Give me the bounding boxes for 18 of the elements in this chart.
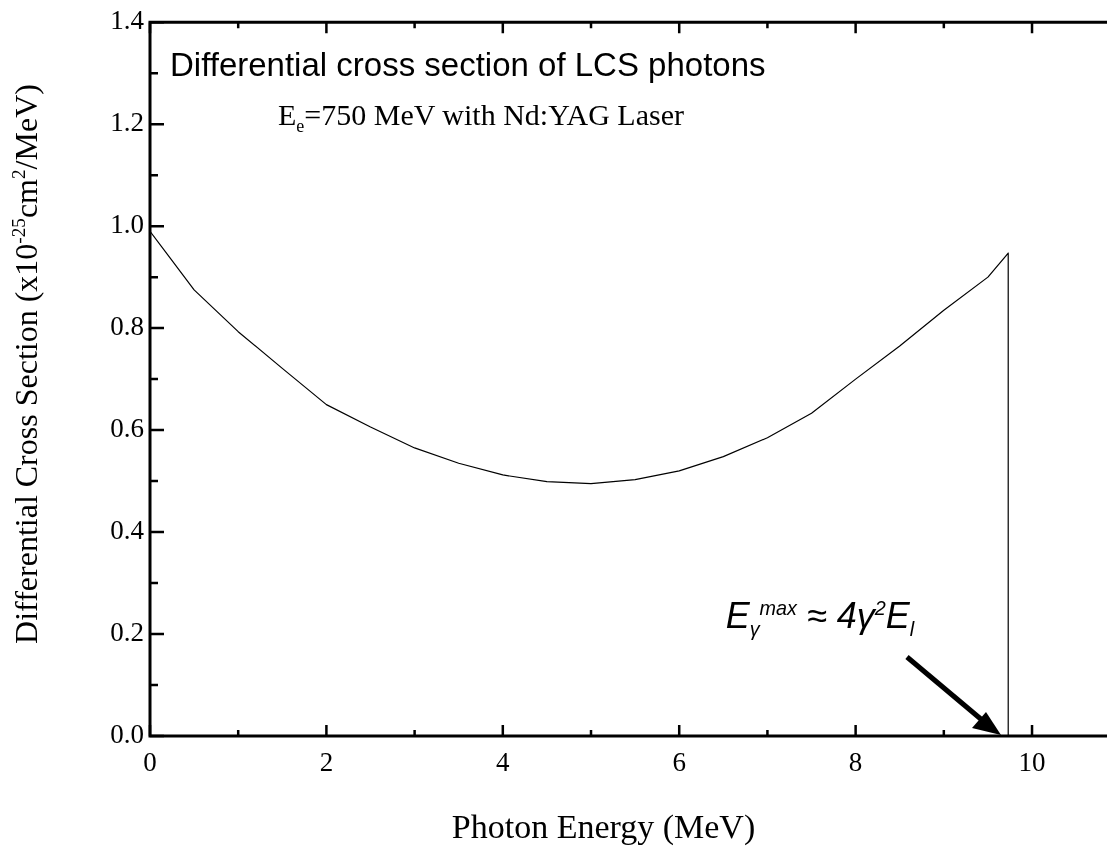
x-tick-label: 6: [672, 747, 686, 778]
y-tick-label: 1.0: [110, 209, 144, 240]
y-tick-label: 0.6: [110, 413, 144, 444]
y-tick-label: 0.2: [110, 617, 144, 648]
x-tick-label: 0: [143, 747, 157, 778]
x-tick-label: 2: [319, 747, 334, 778]
y-tick-label: 0.0: [110, 719, 144, 750]
x-tick-label: 10: [1018, 747, 1046, 778]
annotation: E$_{γ}$$^{max}$ ≈ 4γ$^{2}$E$_{l}$: [725, 595, 915, 642]
text: Differential cross section of LCS photons: [170, 46, 766, 85]
text: E$_{e}$=750 MeV with Nd:YAG Laser: [278, 98, 684, 138]
y-tick-label: 0.4: [110, 515, 145, 546]
y-tick-label: 1.4: [110, 5, 145, 36]
y-tick-label: 1.2: [110, 107, 144, 138]
x-tick-label: 8: [848, 747, 863, 778]
x-tick-label: 4: [496, 747, 511, 778]
x-axis-title: Photon Energy (MeV): [451, 808, 756, 846]
y-tick-label: 0.8: [110, 311, 144, 342]
